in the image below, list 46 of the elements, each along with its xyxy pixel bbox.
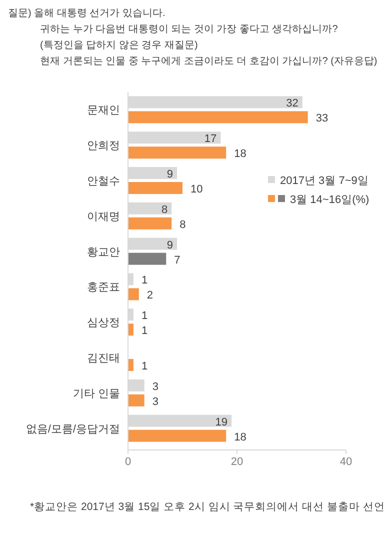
data-label: 33: [316, 112, 328, 125]
data-label: 18: [234, 431, 246, 444]
bar: [128, 182, 182, 194]
data-label: 8: [161, 204, 168, 216]
data-label: 3: [152, 396, 158, 408]
y-tick-label: 이재명: [87, 210, 120, 223]
legend-label: 3월 14~16일(%): [290, 194, 370, 206]
chart-title: 질문) 올해 대통령 선거가 있습니다. 귀하는 누가 다음번 대통령이 되는 것이 가장 좋다고 생각하십니까? (특정인을 답하지 않은 경우 재질문) 현재 거론되는 인물 중 누구에게 조금이라도 더 호감이 가십니까? (자유응답): [8, 8, 378, 67]
data-label: 8: [180, 218, 186, 231]
bar: [128, 217, 172, 230]
data-label: 19: [215, 416, 228, 428]
bar: [128, 146, 226, 159]
data-label: 1: [141, 325, 148, 338]
y-tick-label: 문재인: [87, 104, 120, 117]
data-label: 7: [174, 254, 180, 266]
bar: [128, 394, 144, 406]
x-tick-label: 0: [124, 456, 132, 468]
text: *황교안은 2017년 3월 15일 오후 2시 임시 국무회의에서 대선 불출마 선언: [30, 501, 385, 513]
bar: [128, 288, 139, 300]
data-label: 9: [166, 168, 174, 180]
data-label: 17: [204, 133, 217, 146]
y-tick-label: 안철수: [87, 176, 120, 188]
data-label: 32: [286, 98, 298, 110]
data-label: 9: [166, 239, 174, 252]
bar: [128, 111, 308, 124]
data-label: 18: [234, 148, 246, 160]
y-tick-label: 없음/모름/응답거절: [26, 423, 120, 436]
data-label: 1: [141, 310, 148, 322]
data-label: 1: [141, 360, 148, 372]
data-label: 3: [152, 380, 158, 393]
bar: [128, 359, 134, 371]
data-label: 2: [146, 290, 154, 302]
y-tick-label: 김진태: [87, 352, 120, 364]
y-tick-label: 심상정: [87, 317, 120, 330]
legend-label: 2017년 3월 7~9일: [280, 175, 368, 188]
bar: [128, 252, 166, 265]
y-tick-label: 기타 인물: [72, 388, 120, 400]
y-tick-label: 안희정: [87, 140, 120, 152]
data-label: 1: [141, 274, 148, 287]
bar: [128, 324, 134, 336]
y-tick-label: 황교안: [87, 246, 120, 258]
y-tick-label: 홍준표: [87, 282, 120, 294]
bar: [128, 430, 226, 442]
x-tick-label: 20: [230, 456, 244, 468]
x-tick-label: 40: [340, 456, 352, 468]
data-label: 10: [190, 184, 203, 196]
